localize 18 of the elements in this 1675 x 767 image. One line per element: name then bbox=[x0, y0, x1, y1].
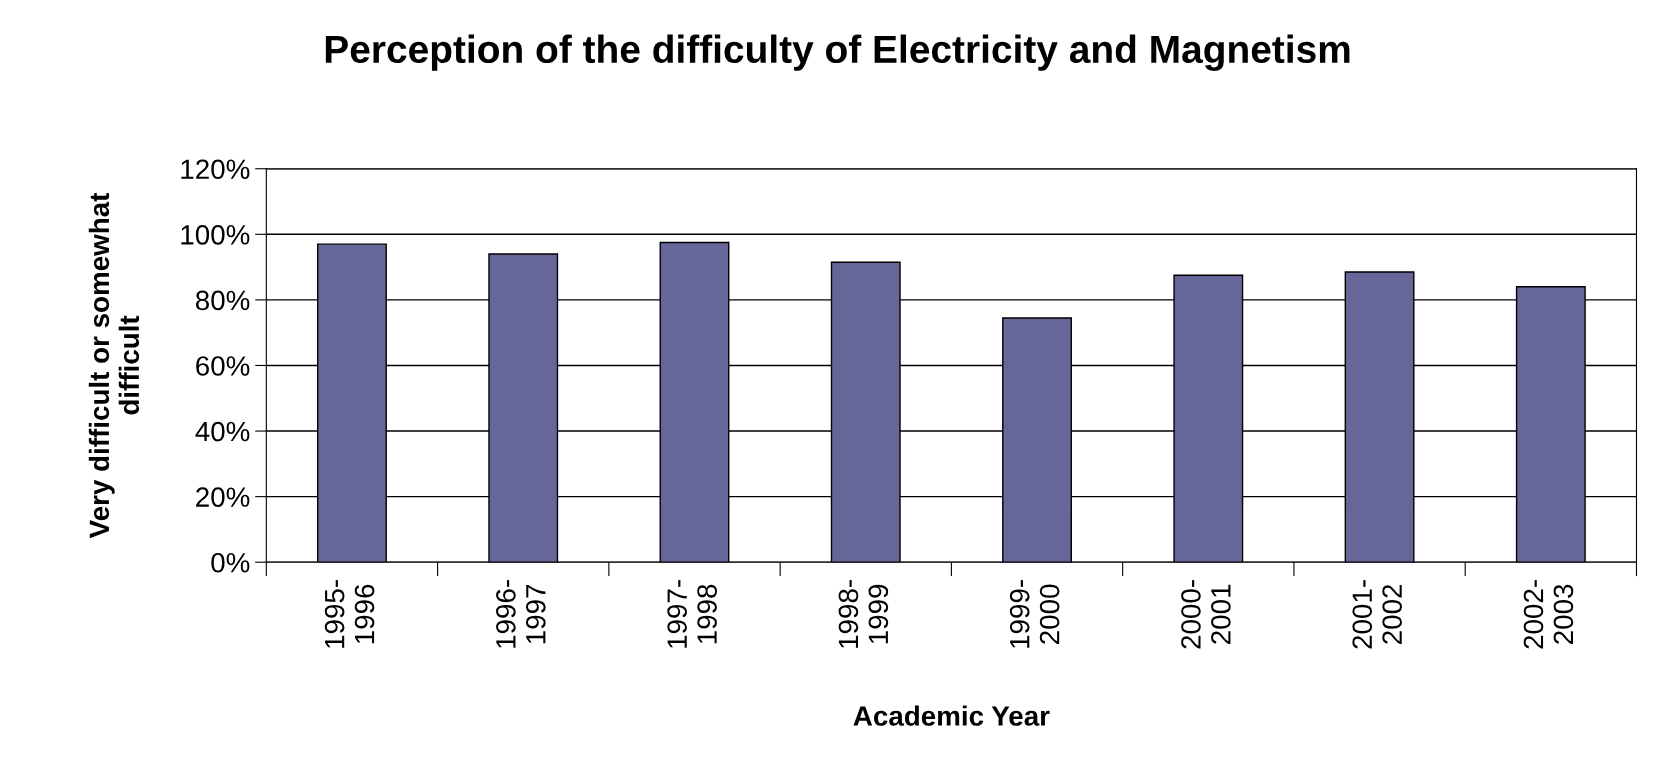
x-tick-label: 2001- 2002 bbox=[1352, 580, 1402, 649]
x-tick-label: 1995- 1996 bbox=[324, 580, 375, 648]
y-tick-label: 0% bbox=[211, 552, 250, 573]
x-tick-label: 2002- 2003 bbox=[1523, 580, 1574, 649]
x-axis-title: Academic Year bbox=[853, 705, 1050, 726]
y-tick-label: 40% bbox=[195, 421, 250, 442]
x-tick-label: 1996- 1997 bbox=[496, 580, 546, 648]
y-tick-label: 20% bbox=[196, 487, 250, 507]
y-axis-title: Very difficult or somewhat difficult bbox=[88, 192, 140, 539]
x-tick-label: 1999- 2000 bbox=[1009, 580, 1060, 648]
y-tick-label: 120% bbox=[181, 159, 250, 180]
x-tick-label: 1997- 1998 bbox=[667, 580, 717, 648]
x-tick-label: 2000- 2001 bbox=[1181, 580, 1231, 649]
x-tick-label: 1998- 1999 bbox=[838, 580, 889, 648]
y-tick-label: 100% bbox=[181, 224, 250, 245]
y-tick-label: 80% bbox=[195, 290, 250, 311]
y-tick-label: 60% bbox=[196, 356, 250, 376]
chart-title: Perception of the difficulty of Electricity and Magnetism bbox=[325, 34, 1350, 71]
